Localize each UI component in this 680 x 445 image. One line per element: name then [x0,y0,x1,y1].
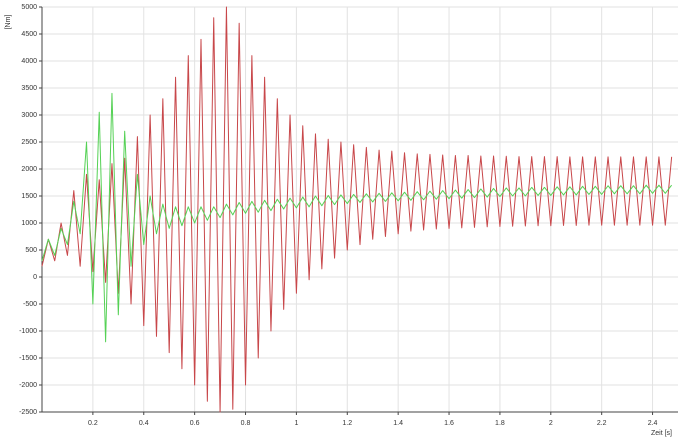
x-axis-label: Zeit [s] [651,430,672,437]
y-tick-label: -1000 [19,328,37,335]
y-tick-label: 2500 [21,139,37,146]
x-tick-label: 2.4 [648,420,658,427]
y-tick-label: 0 [33,274,37,281]
y-tick-label: 4500 [21,31,37,38]
y-tick-label: 5000 [21,4,37,11]
x-tick-label: 0.2 [88,420,98,427]
x-tick-label: 2.2 [597,420,607,427]
x-tick-label: 1.4 [393,420,403,427]
series-line [41,6,673,413]
y-tick-label: 3000 [21,112,37,119]
y-tick-label: 1000 [21,220,37,227]
y-tick-label: 3500 [21,85,37,92]
y-tick-label: -2000 [19,382,37,389]
x-tick-label: 1.8 [495,420,505,427]
x-tick-label: 0.6 [190,420,200,427]
series-line [41,92,673,343]
y-axis-label: [Nm] [5,15,12,30]
x-tick-label: 1 [294,420,298,427]
x-tick-label: 1.6 [444,420,454,427]
y-tick-label: 1500 [21,193,37,200]
y-tick-label: 500 [25,247,37,254]
x-tick-label: 1.2 [342,420,352,427]
y-tick-label: -500 [23,301,37,308]
y-tick-label: 2000 [21,166,37,173]
y-tick-label: -2500 [19,409,37,416]
y-tick-label: 4000 [21,58,37,65]
x-tick-label: 0.4 [139,420,149,427]
x-tick-label: 0.8 [241,420,251,427]
y-tick-label: -1500 [19,355,37,362]
x-tick-label: 2 [549,420,553,427]
